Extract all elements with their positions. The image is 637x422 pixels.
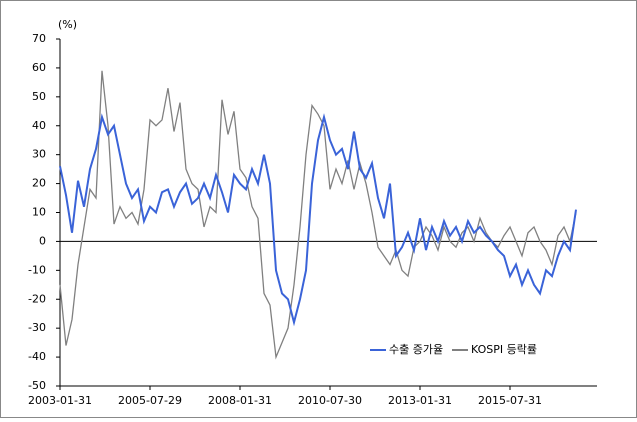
y-tick-label: -20 xyxy=(28,292,46,305)
legend-label: KOSPI 등락률 xyxy=(471,343,537,356)
unit-label: (%) xyxy=(58,18,77,31)
y-tick-label: 70 xyxy=(32,32,46,45)
y-tick-label: -50 xyxy=(28,379,46,392)
y-tick-label: 50 xyxy=(32,90,46,103)
y-tick-label: -10 xyxy=(28,263,46,276)
x-tick-label: 2008-01-31 xyxy=(208,394,272,407)
y-tick-label: -30 xyxy=(28,321,46,334)
x-tick-label: 2005-07-29 xyxy=(118,394,182,407)
y-tick-label: 20 xyxy=(32,177,46,190)
y-tick-label: 30 xyxy=(32,148,46,161)
x-tick-label: 2010-07-30 xyxy=(298,394,362,407)
y-tick-label: 10 xyxy=(32,206,46,219)
y-tick-label: 40 xyxy=(32,119,46,132)
x-tick-label: 2013-01-31 xyxy=(388,394,452,407)
x-tick-label: 2015-07-31 xyxy=(478,394,542,407)
y-tick-label: 0 xyxy=(39,234,46,247)
legend-label: 수출 증가율 xyxy=(389,343,443,356)
series-line xyxy=(59,113,577,327)
y-tick-label: 60 xyxy=(32,61,46,74)
x-tick-label: 2003-01-31 xyxy=(28,394,92,407)
y-tick-label: -40 xyxy=(28,350,46,363)
